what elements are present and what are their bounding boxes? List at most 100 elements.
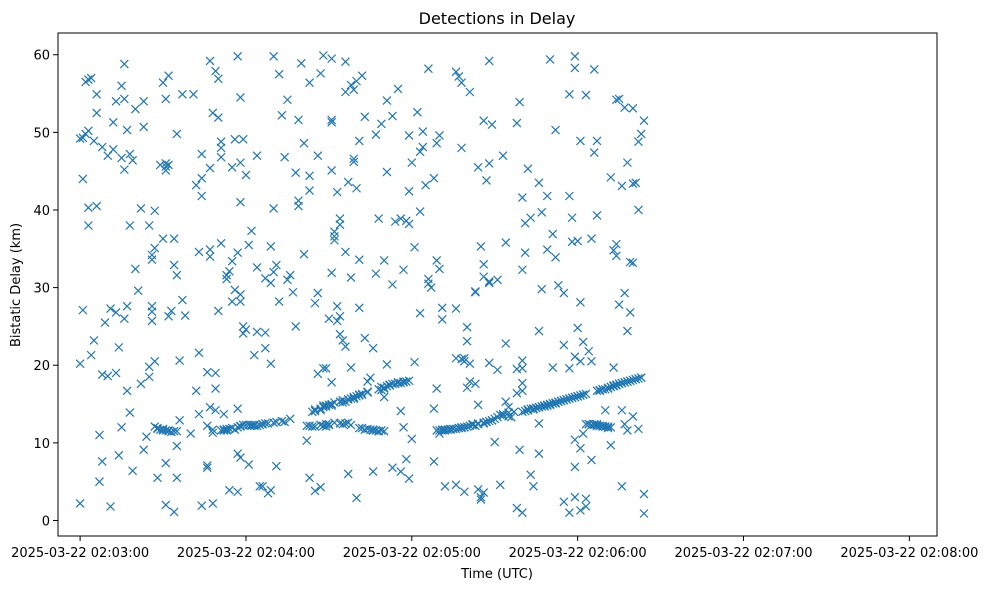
data-point xyxy=(498,409,508,419)
data-point xyxy=(484,56,494,66)
data-point xyxy=(305,473,314,483)
data-point xyxy=(432,138,442,148)
data-point xyxy=(191,180,201,190)
data-point xyxy=(130,104,140,114)
data-point xyxy=(506,412,516,422)
data-point xyxy=(354,423,364,433)
data-point xyxy=(78,133,88,143)
data-point xyxy=(205,163,215,173)
data-point xyxy=(573,236,583,246)
data-point xyxy=(432,256,442,265)
data-point xyxy=(169,426,179,436)
data-point xyxy=(415,147,425,157)
data-point xyxy=(352,493,361,503)
data-point xyxy=(260,419,270,428)
data-point xyxy=(147,250,157,260)
data-point xyxy=(327,117,337,127)
data-point xyxy=(401,377,411,386)
data-point xyxy=(354,255,364,265)
data-point xyxy=(327,54,337,64)
data-point xyxy=(236,453,245,463)
y-axis: 0 10 20 30 40 50 60 xyxy=(33,49,58,529)
data-point xyxy=(517,363,527,373)
data-point xyxy=(385,380,395,390)
data-point xyxy=(341,419,350,428)
data-point xyxy=(216,137,226,147)
data-point xyxy=(161,158,171,168)
data-point xyxy=(470,379,480,389)
data-point xyxy=(634,373,643,383)
data-point xyxy=(274,69,284,79)
data-point xyxy=(114,342,124,352)
data-point xyxy=(575,297,585,307)
data-point xyxy=(125,408,135,418)
data-point xyxy=(205,402,215,412)
data-point xyxy=(493,275,502,285)
data-point xyxy=(462,322,472,332)
data-point xyxy=(249,350,259,360)
data-point xyxy=(423,64,433,74)
data-point xyxy=(119,314,129,324)
data-point xyxy=(111,368,121,378)
data-point xyxy=(97,142,107,152)
data-point xyxy=(158,234,168,244)
data-point xyxy=(628,179,638,189)
data-point xyxy=(216,152,226,162)
data-point xyxy=(119,59,129,69)
data-point xyxy=(465,87,475,97)
data-point xyxy=(484,358,494,368)
data-point xyxy=(614,94,624,104)
data-point xyxy=(352,183,361,193)
data-point xyxy=(581,389,591,399)
data-point xyxy=(429,457,439,466)
data-point xyxy=(341,57,350,67)
data-point xyxy=(609,363,619,372)
data-point xyxy=(622,158,632,168)
data-point xyxy=(523,164,533,174)
data-point xyxy=(368,467,378,476)
data-point xyxy=(374,214,384,223)
data-point xyxy=(515,445,525,455)
data-point xyxy=(158,424,168,434)
data-point xyxy=(415,308,425,318)
data-point xyxy=(410,242,419,252)
data-point xyxy=(213,306,223,316)
data-point xyxy=(252,327,262,337)
data-point xyxy=(517,386,527,396)
data-point xyxy=(205,245,215,254)
data-point xyxy=(404,131,414,140)
data-point xyxy=(517,265,527,275)
data-point xyxy=(161,94,171,104)
data-point xyxy=(169,234,179,244)
data-point xyxy=(617,405,627,415)
data-point xyxy=(346,273,356,282)
data-point xyxy=(327,115,337,125)
data-point xyxy=(595,386,605,396)
data-point xyxy=(305,186,314,196)
data-point xyxy=(479,419,489,428)
data-point xyxy=(133,286,143,296)
data-point xyxy=(139,122,149,132)
data-point xyxy=(548,229,558,239)
data-point xyxy=(529,481,538,491)
data-point xyxy=(316,482,326,492)
data-point xyxy=(332,316,342,326)
data-point xyxy=(490,437,500,447)
data-point xyxy=(407,158,417,168)
data-point xyxy=(600,384,610,394)
data-point xyxy=(517,356,527,365)
data-point xyxy=(476,242,486,251)
data-point xyxy=(299,249,309,259)
data-point xyxy=(352,391,361,401)
data-point xyxy=(117,422,126,432)
data-point xyxy=(620,288,630,298)
data-point xyxy=(233,404,243,414)
data-point xyxy=(233,422,243,432)
data-point xyxy=(382,360,392,369)
data-point xyxy=(520,406,530,416)
data-point xyxy=(224,266,234,276)
data-point xyxy=(219,409,229,419)
data-point xyxy=(512,118,522,128)
data-point xyxy=(291,321,301,331)
data-point xyxy=(172,441,182,451)
